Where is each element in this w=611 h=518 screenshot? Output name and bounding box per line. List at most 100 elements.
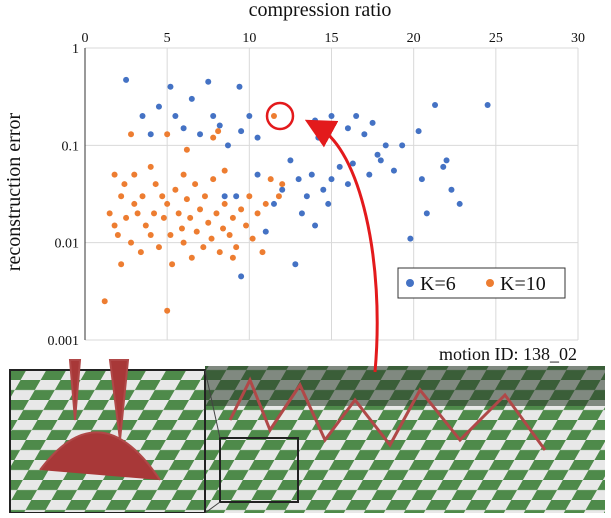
point [180, 171, 187, 178]
point [221, 167, 228, 174]
point [254, 210, 261, 217]
point [415, 128, 422, 135]
point [262, 200, 269, 207]
point [167, 83, 174, 90]
point [118, 193, 125, 200]
point [418, 176, 425, 183]
point [243, 222, 250, 229]
point [131, 171, 138, 178]
point [369, 119, 376, 126]
point [344, 125, 351, 132]
point [361, 131, 368, 138]
point [155, 244, 162, 251]
point [407, 235, 414, 242]
legend-box [397, 267, 566, 299]
x-tick-label: 10 [242, 31, 256, 46]
legend-marker [486, 279, 494, 287]
point [236, 83, 243, 90]
point [111, 171, 118, 178]
y-tick-label: 1 [72, 42, 79, 57]
point [208, 235, 215, 242]
point [440, 163, 447, 170]
legend-label: K=10 [500, 273, 546, 295]
point [249, 235, 256, 242]
point [275, 193, 282, 200]
point [118, 261, 125, 268]
point [254, 134, 261, 141]
point [233, 193, 240, 200]
point [197, 206, 204, 213]
y-axis-label: reconstruction error [3, 113, 25, 272]
point [210, 176, 217, 183]
point [164, 307, 171, 314]
point [180, 125, 187, 132]
point [200, 244, 207, 251]
point [448, 186, 455, 193]
point [188, 95, 195, 102]
annotation: motion ID: 138_02 [439, 344, 577, 364]
point [151, 210, 158, 217]
y-tick-label: 0.1 [62, 139, 80, 154]
point [221, 200, 228, 207]
point [152, 181, 159, 188]
point [139, 113, 146, 120]
point [390, 167, 397, 174]
point [128, 239, 135, 246]
point [262, 228, 269, 235]
x-tick-label: 0 [82, 31, 89, 46]
point [366, 171, 373, 178]
point [349, 160, 356, 167]
point [484, 101, 491, 108]
x-tick-label: 25 [489, 31, 503, 46]
point [172, 113, 179, 120]
legend-marker [406, 279, 414, 287]
point [159, 193, 166, 200]
point [188, 254, 195, 261]
point [193, 228, 200, 235]
point [226, 231, 233, 238]
point [123, 214, 130, 221]
point [246, 193, 253, 200]
point [160, 214, 167, 221]
point [169, 261, 176, 268]
arrow [304, 119, 379, 373]
point [254, 171, 261, 178]
point [298, 210, 305, 217]
point [238, 273, 245, 280]
point [399, 142, 406, 149]
point [308, 171, 315, 178]
point [279, 181, 286, 188]
point [180, 239, 187, 246]
point [178, 225, 185, 232]
point [292, 261, 299, 268]
point [221, 193, 228, 200]
point [325, 200, 332, 207]
point [111, 222, 118, 229]
point [114, 231, 121, 238]
x-axis-label: compression ratio [249, 0, 392, 21]
point [382, 142, 389, 149]
point [295, 176, 302, 183]
point [164, 131, 171, 138]
point [270, 200, 277, 207]
highlight-circle [265, 101, 295, 131]
point [201, 193, 208, 200]
x-tick-label: 30 [571, 31, 585, 46]
point [101, 298, 108, 305]
point [216, 249, 223, 256]
point [205, 78, 212, 85]
point [224, 142, 231, 149]
point [192, 181, 199, 188]
point [139, 193, 146, 200]
point [312, 117, 319, 124]
point [147, 131, 154, 138]
point [137, 249, 144, 256]
point [328, 176, 335, 183]
point [238, 128, 245, 135]
point [229, 214, 236, 221]
point [279, 186, 286, 193]
point [220, 225, 227, 232]
y-tick-label: 0.01 [55, 237, 80, 252]
point [267, 176, 274, 183]
